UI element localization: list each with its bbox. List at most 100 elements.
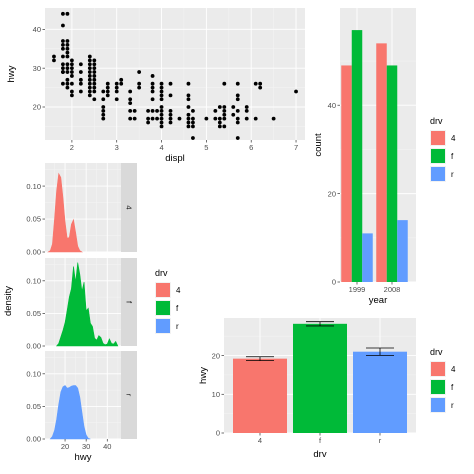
scatter-point bbox=[87, 89, 92, 94]
density-area-4 bbox=[47, 172, 83, 253]
scatter-point bbox=[52, 54, 56, 59]
scatter-point bbox=[186, 116, 191, 121]
scatter-point bbox=[61, 81, 65, 86]
scatter-point bbox=[61, 39, 65, 43]
scatter-point bbox=[128, 101, 133, 106]
scatter-y-tick-label: 30 bbox=[33, 64, 41, 73]
scatter-point bbox=[213, 116, 218, 121]
scatter-point bbox=[65, 54, 70, 59]
scatter-point bbox=[65, 66, 70, 71]
scatter-point bbox=[92, 74, 97, 78]
scatter-point bbox=[105, 93, 110, 98]
scatter-x-tick-label: 7 bbox=[294, 143, 298, 152]
drv-hwy-legend-key-4 bbox=[431, 362, 445, 376]
scatter-point bbox=[101, 112, 106, 117]
scatter-point bbox=[222, 124, 227, 129]
scatter-x-tick-label: 5 bbox=[204, 143, 208, 152]
drv-hwy-x-axis-title: drv bbox=[313, 449, 326, 460]
scatter-point bbox=[235, 81, 240, 86]
density-x-tick-label: 40 bbox=[103, 442, 111, 451]
scatter-point bbox=[258, 81, 263, 86]
scatter-point bbox=[159, 124, 164, 129]
scatter-point bbox=[114, 97, 119, 102]
scatter-y-axis-title: hwy bbox=[6, 65, 17, 82]
bar-drv-f bbox=[293, 323, 347, 433]
density-legend-key-r bbox=[156, 319, 170, 333]
scatter-point bbox=[65, 62, 70, 67]
density-legend-label-f: f bbox=[176, 304, 179, 313]
scatter-point bbox=[253, 81, 258, 86]
year-count-x-tick-label: 1999 bbox=[349, 285, 366, 294]
density-y-axis-title: density bbox=[3, 286, 14, 316]
year-count-bar-chart: 1999 2008 0 20 40 year count drv 4 fr bbox=[313, 8, 456, 306]
scatter-point bbox=[235, 116, 240, 121]
scatter-point bbox=[69, 70, 74, 74]
scatter-point bbox=[114, 81, 119, 86]
scatter-point bbox=[168, 112, 173, 117]
scatter-point bbox=[61, 11, 65, 16]
year-count-legend-key-r bbox=[431, 167, 445, 181]
scatter-point bbox=[150, 89, 155, 94]
scatter-point bbox=[92, 85, 97, 90]
scatter-point bbox=[61, 23, 65, 28]
scatter-point bbox=[253, 116, 258, 121]
scatter-point bbox=[222, 112, 227, 117]
scatter-point bbox=[61, 46, 65, 51]
drv-hwy-x-tick-label: f bbox=[319, 436, 322, 445]
year-count-x-tick-label: 2008 bbox=[384, 285, 401, 294]
scatter-point bbox=[92, 81, 97, 86]
bar-drv-4 bbox=[233, 358, 287, 433]
scatter-point bbox=[150, 108, 155, 113]
year-count-legend-label-f: f bbox=[451, 152, 454, 161]
scatter-point bbox=[159, 89, 164, 94]
scatter-point bbox=[217, 120, 222, 125]
scatter-point bbox=[69, 66, 74, 71]
drv-hwy-legend-title: drv bbox=[430, 347, 443, 357]
scatter-point bbox=[87, 93, 92, 98]
scatter-point bbox=[105, 89, 110, 94]
scatter-point bbox=[52, 58, 56, 63]
scatter-point bbox=[191, 108, 195, 113]
density-area-r bbox=[49, 385, 91, 440]
scatter-point bbox=[159, 81, 164, 86]
year-count-legend-label-r: r bbox=[451, 170, 454, 179]
drv-hwy-legend-key-r bbox=[431, 398, 445, 412]
scatter-point bbox=[87, 70, 92, 74]
scatter-point bbox=[150, 74, 155, 78]
scatter-point bbox=[186, 124, 191, 129]
scatter-point bbox=[92, 89, 97, 94]
year-count-legend-key-4 bbox=[431, 131, 445, 145]
scatter-point bbox=[159, 112, 164, 117]
year-count-legend-key-f bbox=[431, 149, 445, 163]
scatter-point bbox=[235, 93, 240, 98]
bar-1999-drv-4 bbox=[341, 65, 352, 282]
scatter-point bbox=[146, 120, 151, 125]
bar-2008-drv-f bbox=[386, 65, 398, 282]
scatter-point bbox=[87, 54, 92, 59]
density-x-axis-title: hwy bbox=[75, 452, 92, 463]
scatter-point bbox=[78, 81, 83, 86]
scatter-point bbox=[61, 70, 65, 74]
scatter-point bbox=[92, 70, 97, 74]
scatter-point bbox=[191, 136, 195, 140]
drv-hwy-y-tick-label: 10 bbox=[212, 390, 220, 399]
scatter-point bbox=[186, 120, 191, 125]
scatter-point bbox=[217, 116, 222, 121]
density-facet-f: f 0.00 0.05 0.10 bbox=[26, 258, 137, 351]
density-y-tick-label: 0.00 bbox=[26, 342, 41, 351]
year-count-legend-title: drv bbox=[430, 116, 443, 126]
scatter-point bbox=[294, 89, 298, 94]
scatter-point bbox=[92, 97, 97, 102]
scatter-point bbox=[92, 62, 97, 67]
scatter-point bbox=[65, 81, 70, 86]
scatter-point bbox=[78, 62, 83, 67]
scatter-point bbox=[222, 116, 227, 121]
scatter-point bbox=[191, 116, 195, 121]
scatter-point bbox=[105, 81, 110, 86]
scatter-point bbox=[146, 108, 151, 113]
scatter-point bbox=[146, 116, 151, 121]
scatter-point bbox=[159, 93, 164, 98]
scatter-point bbox=[87, 74, 92, 78]
scatter-point bbox=[78, 89, 83, 94]
